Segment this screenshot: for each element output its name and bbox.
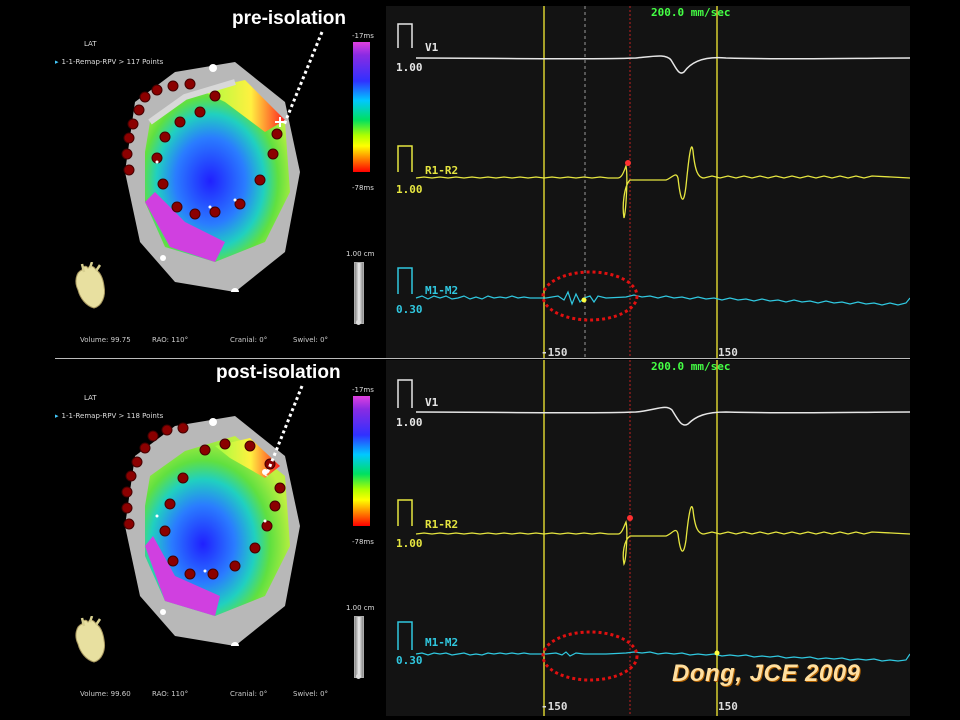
- channel-r1r2-label: R1-R2: [425, 518, 459, 531]
- egm-background: [386, 360, 910, 716]
- window-end-label: 150: [718, 346, 738, 359]
- channel-m1m2-label: M1-M2: [425, 284, 459, 297]
- rao-readout: RAO: 110°: [152, 336, 189, 344]
- channel-r1r2-gain: 1.00: [396, 183, 423, 196]
- pre-egm-traces: [397, 6, 910, 358]
- lat-color-scale: [353, 396, 370, 526]
- pre-isolation-title: pre-isolation: [232, 8, 347, 29]
- citation: Dong, JCE 2009: [672, 660, 861, 687]
- panel-divider: [55, 358, 910, 359]
- cranial-readout: Cranial: 0°: [230, 690, 268, 698]
- pre-isolation-panel: LAT ▸ 1-1-Remap-RPV > 117 Points pre-isol…: [0, 0, 960, 359]
- post-isolation-title: post-isolation: [216, 362, 341, 383]
- cranial-readout: Cranial: 0°: [230, 336, 268, 344]
- color-scale-bottom-label: -78ms: [352, 184, 374, 192]
- channel-v1-label: V1: [425, 41, 439, 54]
- expand-arrow-icon[interactable]: ▸: [55, 58, 59, 66]
- sweep-speed-label: 200.0 mm/sec: [651, 360, 731, 373]
- rao-readout: RAO: 110°: [152, 690, 189, 698]
- color-scale-bottom-label: -78ms: [352, 538, 374, 546]
- post-isolation-panel: LAT ▸ 1-1-Remap-RPV > 118 Points post-iso…: [0, 360, 960, 718]
- post-egm-traces: [397, 360, 910, 716]
- distance-scale-bar: [354, 262, 364, 324]
- channel-r1r2-gain: 1.00: [396, 537, 423, 550]
- volume-readout: Volume: 99.75: [80, 336, 131, 344]
- orientation-heart-icon: [75, 616, 105, 663]
- swivel-readout: Swivel: 0°: [293, 336, 329, 344]
- expand-arrow-icon[interactable]: ▸: [55, 412, 59, 420]
- lat-label: LAT: [84, 394, 97, 402]
- channel-m1m2-gain: 0.30: [396, 303, 423, 316]
- remap-label-text: 1-1-Remap-RPV > 118 Points: [61, 412, 164, 420]
- window-end-label: 150: [718, 700, 738, 713]
- distance-scale-label: 1.00 cm: [346, 604, 375, 612]
- post-isolation-lat-map[interactable]: [115, 416, 305, 646]
- window-start-label: -150: [541, 346, 568, 359]
- pointer-line-post: [264, 385, 304, 477]
- lat-color-scale: [353, 42, 370, 172]
- orientation-heart-icon: [75, 262, 105, 309]
- egm-background: [386, 6, 910, 358]
- scale-handle-icon[interactable]: [356, 320, 361, 325]
- remap-map-selector[interactable]: ▸ 1-1-Remap-RPV > 118 Points: [55, 412, 163, 420]
- color-scale-top-label: -17ms: [352, 386, 374, 394]
- lat-label: LAT: [84, 40, 97, 48]
- remap-map-selector[interactable]: ▸ 1-1-Remap-RPV > 117 Points: [55, 58, 163, 66]
- channel-m1m2-gain: 0.30: [396, 654, 423, 667]
- channel-v1-gain: 1.00: [396, 61, 423, 74]
- window-start-label: -150: [541, 700, 568, 713]
- sweep-speed-label: 200.0 mm/sec: [651, 6, 731, 19]
- pointer-line-pre: [282, 31, 324, 126]
- distance-scale-label: 1.00 cm: [346, 250, 375, 258]
- volume-readout: Volume: 99.60: [80, 690, 131, 698]
- scale-handle-icon[interactable]: [356, 674, 361, 679]
- channel-m1m2-label: M1-M2: [425, 636, 459, 649]
- swivel-readout: Swivel: 0°: [293, 690, 329, 698]
- distance-scale-bar: [354, 616, 364, 678]
- channel-v1-label: V1: [425, 396, 439, 409]
- channel-r1r2-label: R1-R2: [425, 164, 459, 177]
- channel-v1-gain: 1.00: [396, 416, 423, 429]
- color-scale-top-label: -17ms: [352, 32, 374, 40]
- remap-label-text: 1-1-Remap-RPV > 117 Points: [61, 58, 164, 66]
- pre-isolation-lat-map[interactable]: [115, 62, 305, 292]
